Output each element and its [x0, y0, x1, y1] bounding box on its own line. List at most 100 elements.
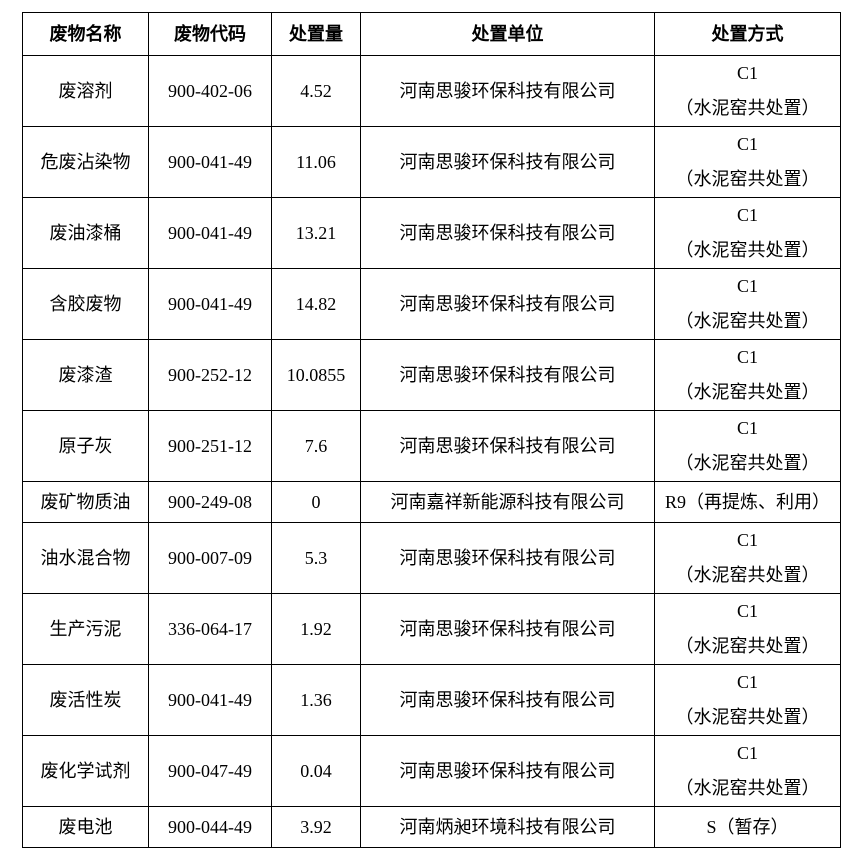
method-code: C1	[736, 63, 758, 83]
cell-name: 废漆渣	[22, 339, 149, 411]
cell-code: 900-041-49	[148, 197, 272, 269]
cell-method: C1 （水泥窑共处置）	[654, 522, 841, 594]
cell-name: 废电池	[22, 806, 149, 848]
cell-method: C1 （水泥窑共处置）	[654, 735, 841, 807]
cell-code: 900-007-09	[148, 522, 272, 594]
method-code: C1	[736, 276, 758, 296]
method-note: （水泥窑共处置）	[675, 707, 820, 727]
cell-method: C1 （水泥窑共处置）	[654, 593, 841, 665]
cell-name: 油水混合物	[22, 522, 149, 594]
cell-amount: 1.92	[271, 593, 361, 665]
cell-name: 废活性炭	[22, 664, 149, 736]
method-note: （水泥窑共处置）	[675, 636, 820, 656]
cell-unit: 河南思骏环保科技有限公司	[360, 593, 655, 665]
waste-disposal-table: 废物名称 废物代码 处置量 处置单位 处置方式 废溶剂 900-402-06 4.5…	[22, 12, 841, 848]
header-method: 处置方式	[654, 12, 841, 56]
cell-code: 900-402-06	[148, 55, 272, 127]
cell-name: 含胶废物	[22, 268, 149, 340]
cell-unit: 河南嘉祥新能源科技有限公司	[360, 481, 655, 523]
method-code: C1	[736, 205, 758, 225]
table-row: 原子灰 900-251-12 7.6 河南思骏环保科技有限公司 C1 （水泥窑共处置）	[22, 410, 841, 482]
cell-unit: 河南思骏环保科技有限公司	[360, 197, 655, 269]
method-note: （水泥窑共处置）	[675, 565, 820, 585]
table-row: 废溶剂 900-402-06 4.52 河南思骏环保科技有限公司 C1 （水泥窑共处置）	[22, 55, 841, 127]
cell-amount: 0	[271, 481, 361, 523]
cell-code: 900-252-12	[148, 339, 272, 411]
method-code: C1	[736, 530, 758, 550]
table-row: 含胶废物 900-041-49 14.82 河南思骏环保科技有限公司 C1 （水泥窑共处置…	[22, 268, 841, 340]
cell-amount: 5.3	[271, 522, 361, 594]
header-code: 废物代码	[148, 12, 272, 56]
cell-amount: 3.92	[271, 806, 361, 848]
table-row: 油水混合物 900-007-09 5.3 河南思骏环保科技有限公司 C1 （水泥窑共处置）	[22, 522, 841, 594]
method-code: R9（再提炼、利用）	[664, 491, 830, 512]
cell-amount: 13.21	[271, 197, 361, 269]
cell-method: C1 （水泥窑共处置）	[654, 197, 841, 269]
cell-name: 原子灰	[22, 410, 149, 482]
method-note: （水泥窑共处置）	[675, 311, 820, 331]
method-note: （水泥窑共处置）	[675, 778, 820, 798]
cell-name: 废溶剂	[22, 55, 149, 127]
cell-code: 900-041-49	[148, 126, 272, 198]
cell-amount: 11.06	[271, 126, 361, 198]
table-row: 危废沾染物 900-041-49 11.06 河南思骏环保科技有限公司 C1 （水泥窑共处…	[22, 126, 841, 198]
table-row: 废油漆桶 900-041-49 13.21 河南思骏环保科技有限公司 C1 （水泥窑共处置…	[22, 197, 841, 269]
table-body: 废溶剂 900-402-06 4.52 河南思骏环保科技有限公司 C1 （水泥窑共处置）危…	[22, 55, 841, 848]
cell-name: 废化学试剂	[22, 735, 149, 807]
cell-method: C1 （水泥窑共处置）	[654, 664, 841, 736]
cell-method: C1 （水泥窑共处置）	[654, 268, 841, 340]
cell-method: C1 （水泥窑共处置）	[654, 55, 841, 127]
method-note: （水泥窑共处置）	[675, 240, 820, 260]
cell-method: S（暂存）	[654, 806, 841, 848]
cell-amount: 0.04	[271, 735, 361, 807]
cell-unit: 河南思骏环保科技有限公司	[360, 664, 655, 736]
cell-unit: 河南思骏环保科技有限公司	[360, 126, 655, 198]
cell-unit: 河南思骏环保科技有限公司	[360, 55, 655, 127]
cell-code: 900-249-08	[148, 481, 272, 523]
table-row: 废活性炭 900-041-49 1.36 河南思骏环保科技有限公司 C1 （水泥窑共处置）	[22, 664, 841, 736]
table-row: 废电池 900-044-49 3.92 河南炳昶环境科技有限公司 S（暂存）	[22, 806, 841, 848]
cell-code: 900-047-49	[148, 735, 272, 807]
cell-unit: 河南思骏环保科技有限公司	[360, 339, 655, 411]
cell-name: 生产污泥	[22, 593, 149, 665]
table-row: 废化学试剂 900-047-49 0.04 河南思骏环保科技有限公司 C1 （水泥窑共处置…	[22, 735, 841, 807]
table-row: 生产污泥 336-064-17 1.92 河南思骏环保科技有限公司 C1 （水泥窑共处置）	[22, 593, 841, 665]
cell-amount: 10.0855	[271, 339, 361, 411]
cell-method: C1 （水泥窑共处置）	[654, 410, 841, 482]
method-code: C1	[736, 347, 758, 367]
cell-unit: 河南思骏环保科技有限公司	[360, 522, 655, 594]
cell-unit: 河南思骏环保科技有限公司	[360, 735, 655, 807]
method-code: C1	[736, 418, 758, 438]
table-row: 废矿物质油 900-249-08 0 河南嘉祥新能源科技有限公司 R9（再提炼、利用）	[22, 481, 841, 523]
method-code: S（暂存）	[706, 816, 789, 837]
cell-code: 900-041-49	[148, 664, 272, 736]
cell-code: 900-044-49	[148, 806, 272, 848]
header-unit: 处置单位	[360, 12, 655, 56]
method-code: C1	[736, 743, 758, 763]
method-code: C1	[736, 601, 758, 621]
header-row: 废物名称 废物代码 处置量 处置单位 处置方式	[22, 12, 841, 56]
header-amount: 处置量	[271, 12, 361, 56]
cell-name: 废矿物质油	[22, 481, 149, 523]
cell-code: 900-041-49	[148, 268, 272, 340]
cell-method: R9（再提炼、利用）	[654, 481, 841, 523]
cell-amount: 7.6	[271, 410, 361, 482]
cell-code: 336-064-17	[148, 593, 272, 665]
cell-name: 危废沾染物	[22, 126, 149, 198]
method-code: C1	[736, 134, 758, 154]
cell-method: C1 （水泥窑共处置）	[654, 339, 841, 411]
method-note: （水泥窑共处置）	[675, 382, 820, 402]
cell-amount: 1.36	[271, 664, 361, 736]
cell-name: 废油漆桶	[22, 197, 149, 269]
cell-amount: 4.52	[271, 55, 361, 127]
method-code: C1	[736, 672, 758, 692]
cell-method: C1 （水泥窑共处置）	[654, 126, 841, 198]
cell-unit: 河南炳昶环境科技有限公司	[360, 806, 655, 848]
cell-unit: 河南思骏环保科技有限公司	[360, 410, 655, 482]
method-note: （水泥窑共处置）	[675, 169, 820, 189]
cell-unit: 河南思骏环保科技有限公司	[360, 268, 655, 340]
method-note: （水泥窑共处置）	[675, 98, 820, 118]
table-row: 废漆渣 900-252-12 10.0855 河南思骏环保科技有限公司 C1 （水泥窑共处…	[22, 339, 841, 411]
header-name: 废物名称	[22, 12, 149, 56]
cell-code: 900-251-12	[148, 410, 272, 482]
